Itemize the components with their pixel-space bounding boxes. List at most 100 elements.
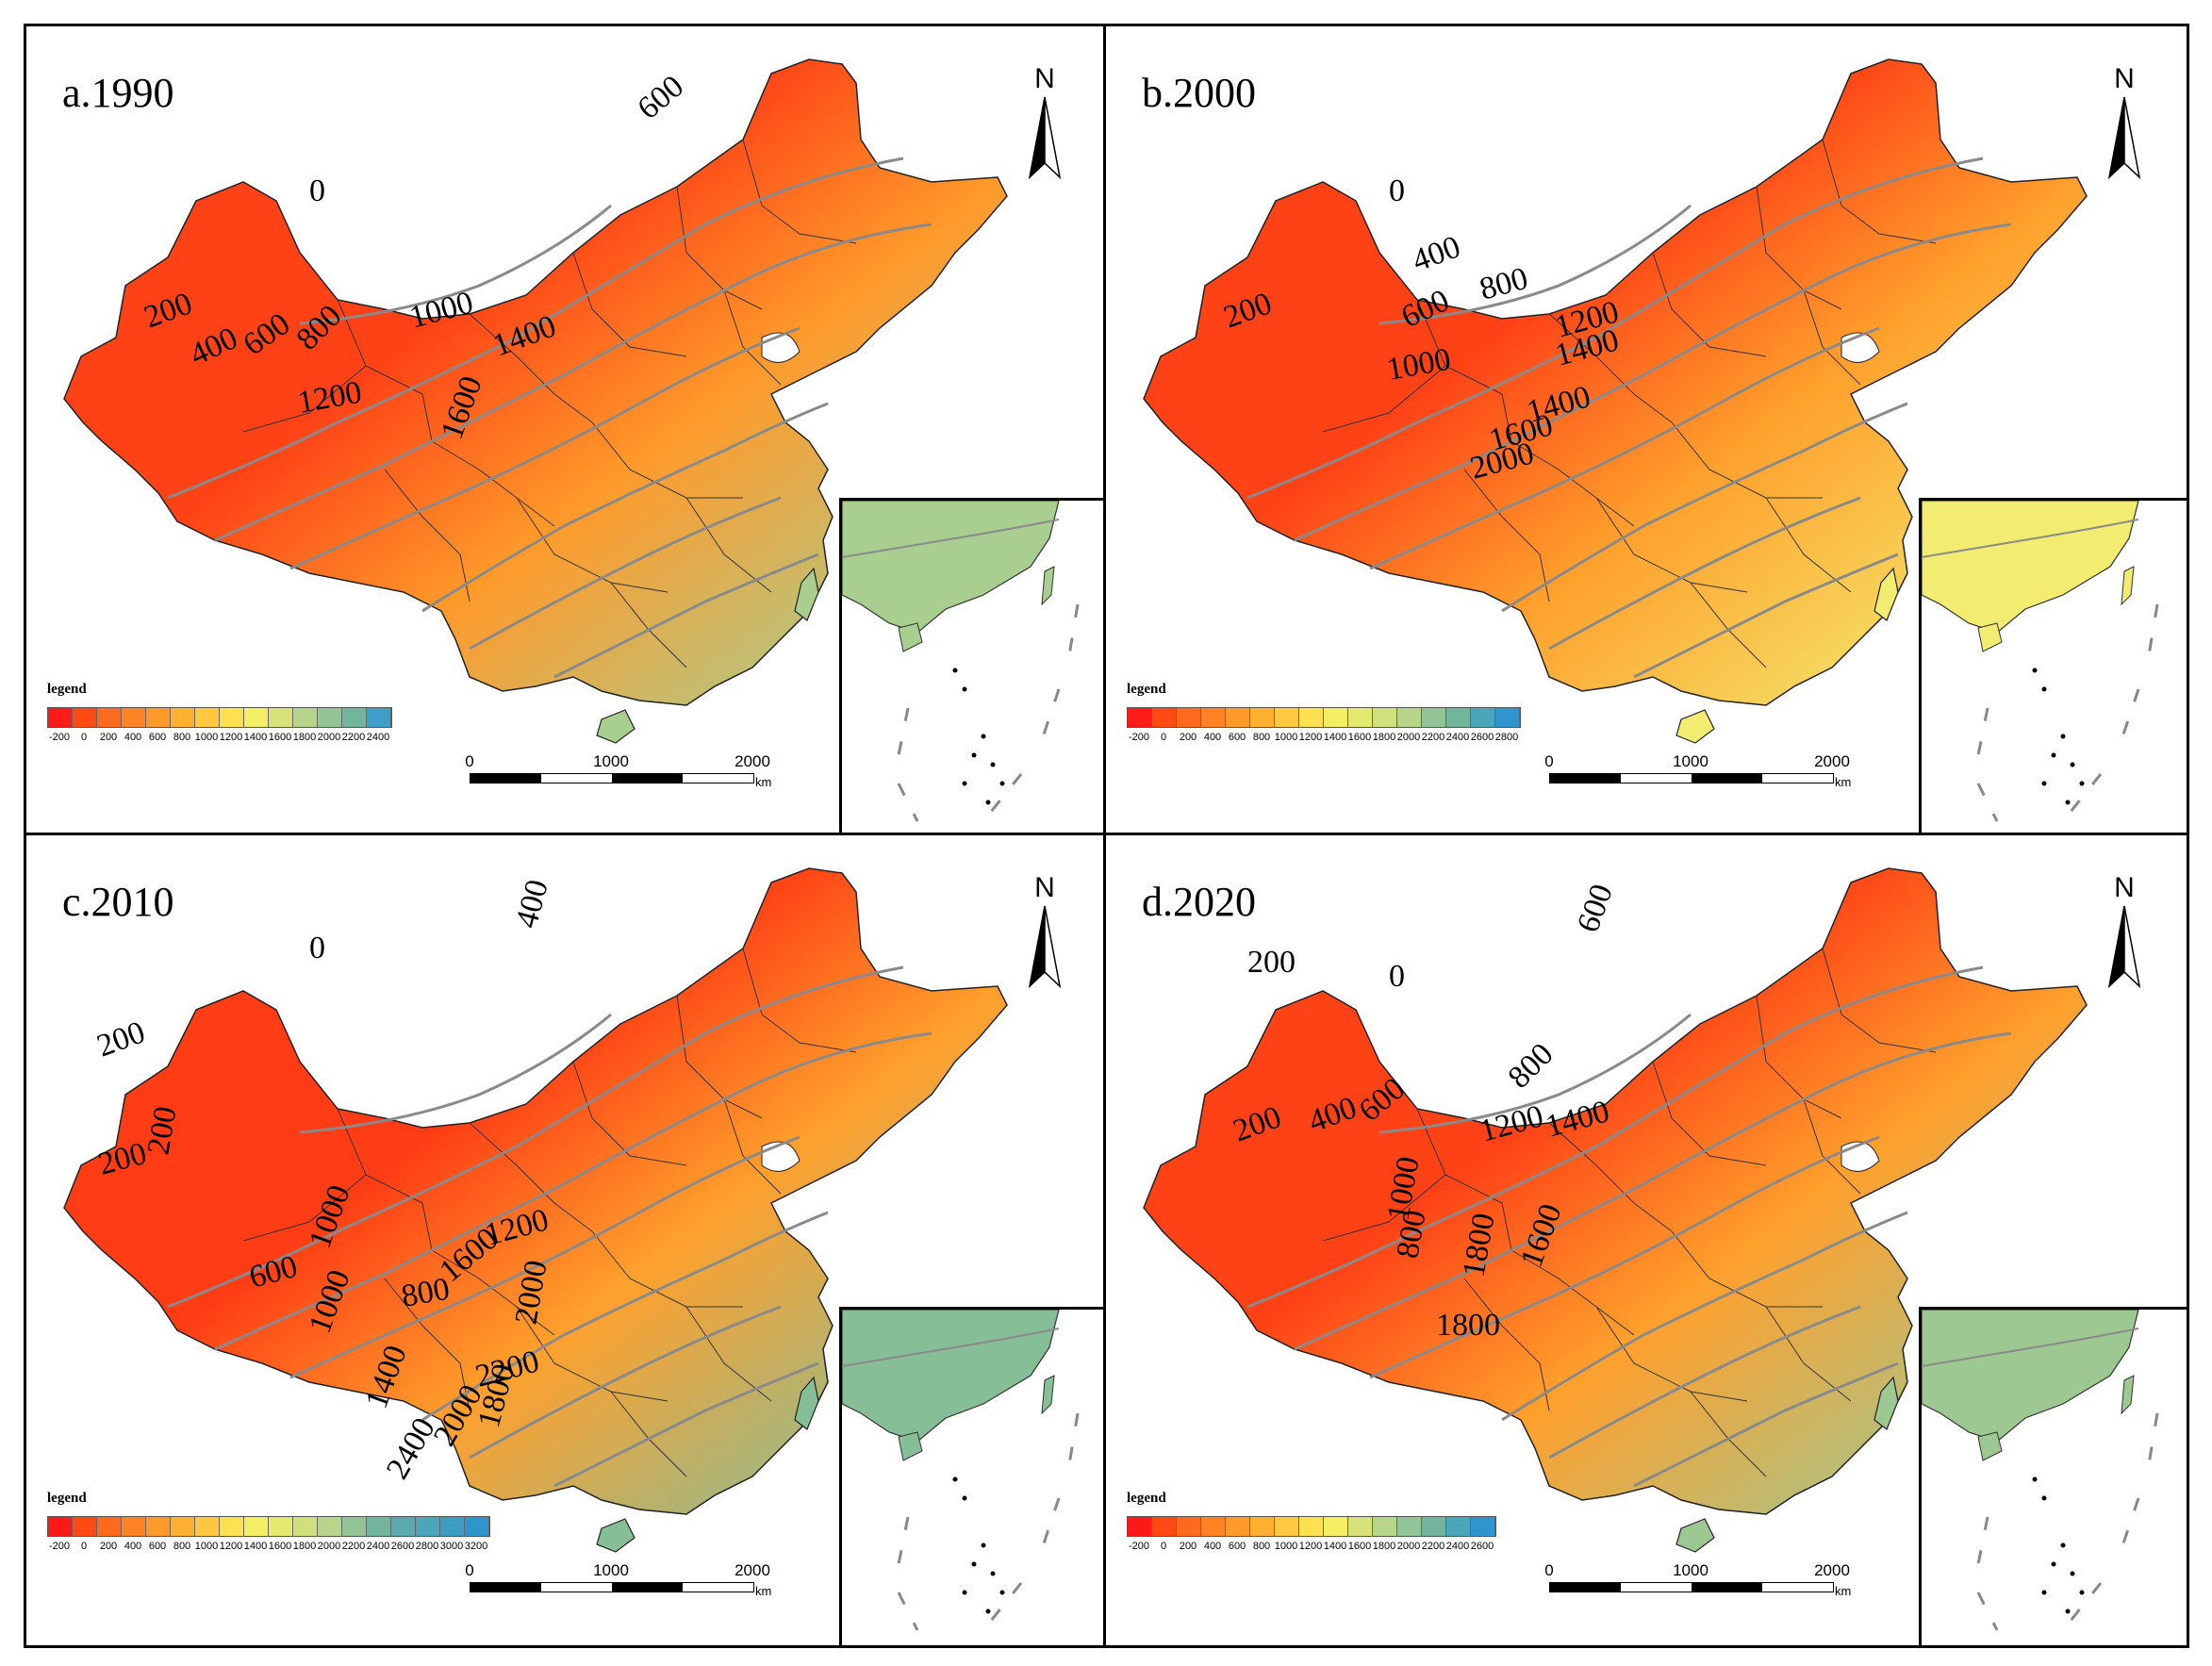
province-border — [723, 1098, 782, 1195]
south-china-sea-inset — [839, 498, 1107, 836]
scale-segment — [683, 1583, 753, 1592]
contour-line — [1378, 204, 1692, 325]
province-border — [1671, 421, 1823, 499]
legend-swatch — [1324, 1517, 1348, 1536]
legend-tick-label: 600 — [148, 1541, 167, 1552]
legend-swatch — [195, 708, 220, 727]
scale-segment — [683, 774, 753, 783]
legend-swatch — [1177, 1517, 1201, 1536]
contour-line — [1548, 1305, 1861, 1460]
contour-line — [289, 326, 801, 570]
contour-label: 200 — [140, 1104, 183, 1158]
contour-line — [1246, 965, 1984, 1309]
legend-swatch — [391, 1517, 416, 1536]
legend-tick-label: 1000 — [194, 732, 219, 743]
province-border — [1548, 313, 1673, 423]
scale-unit: km — [755, 775, 772, 789]
legend-tick-label: 200 — [1179, 1541, 1197, 1552]
scale-segment — [541, 1583, 612, 1592]
legend-tick-label: 800 — [1252, 1541, 1271, 1552]
legend-tick-label: 600 — [148, 732, 167, 743]
province-border — [1416, 299, 1512, 442]
contour-line — [469, 496, 782, 651]
legend-swatch — [1373, 708, 1397, 727]
legend-tick-label: 2800 — [415, 1541, 439, 1552]
legend-swatch — [1275, 708, 1299, 727]
province-border — [723, 289, 782, 386]
legend-tick-label: 200 — [99, 732, 118, 743]
legend-swatch — [440, 1517, 465, 1536]
province-border — [1756, 186, 1842, 310]
legend-title: legend — [47, 1491, 87, 1506]
hainan-island — [596, 709, 636, 744]
scale-label: 2000 — [735, 752, 770, 770]
legend-tick-label: 800 — [173, 732, 191, 743]
taiwan-island — [1874, 567, 1899, 621]
province-border — [469, 313, 593, 423]
country-fill — [63, 58, 1008, 706]
legend-tick-label: 400 — [1203, 732, 1222, 743]
contour-label: 600 — [1571, 880, 1620, 937]
legend-tick-label: 1600 — [1347, 1541, 1372, 1552]
legend-swatch — [1128, 1517, 1152, 1536]
legend-title: legend — [47, 682, 87, 697]
taiwan-island — [794, 1376, 819, 1430]
map-panel-4: d.2020 0 200 200 400 600 600 800 800 1000 1200 1400… — [1103, 833, 2189, 1648]
contour-label: 800 — [399, 1272, 453, 1314]
scale-unit: km — [1835, 775, 1852, 789]
legend-swatch — [146, 1517, 171, 1536]
contour-line — [1246, 157, 1984, 500]
legend-swatch — [342, 708, 367, 727]
legend-swatch — [318, 1517, 342, 1536]
legend-tick-label: 2800 — [1494, 732, 1519, 743]
province-border — [516, 1306, 669, 1402]
scale-label: 1000 — [593, 752, 629, 770]
north-label: N — [2114, 63, 2135, 94]
scale-segment — [612, 1583, 683, 1592]
legend-tick-label: 2200 — [341, 732, 366, 743]
scale-label: 2000 — [1814, 1561, 1850, 1579]
contour-line — [469, 1305, 782, 1460]
south-china-sea-inset — [1919, 498, 2187, 836]
legend-swatch — [318, 708, 342, 727]
legend-tick-label: 0 — [1160, 732, 1167, 743]
legend-swatch — [1495, 708, 1520, 727]
scale-label: 0 — [1544, 1561, 1554, 1579]
province-border — [516, 497, 669, 593]
scale-label: 0 — [1544, 752, 1554, 770]
province-border — [1652, 1061, 1767, 1166]
legend-swatch — [1250, 708, 1275, 727]
taiwan-island — [1874, 1376, 1899, 1430]
hainan-island — [1676, 1518, 1715, 1553]
legend-tick-label: 2400 — [1445, 732, 1470, 743]
scale-segment — [1762, 774, 1833, 783]
legend-tick-label: 1800 — [292, 1541, 317, 1552]
country-fill — [1143, 867, 2088, 1515]
scale-label: 1000 — [1673, 752, 1709, 770]
panel-title: d.2020 — [1142, 879, 1256, 925]
legend-tick-label: 200 — [1179, 732, 1197, 743]
scale-segment — [1621, 774, 1692, 783]
province-border — [1322, 1174, 1446, 1242]
legend-tick-label: 1400 — [1323, 732, 1347, 743]
legend-tick-label: 0 — [1160, 1541, 1167, 1552]
contour-label: 0 — [309, 931, 325, 965]
legend-tick-label: -200 — [1128, 732, 1150, 743]
province-border — [572, 252, 687, 357]
province-border — [431, 440, 555, 527]
contour-line — [299, 1013, 612, 1134]
legend-title: legend — [1127, 1491, 1166, 1506]
contour-line — [421, 1211, 829, 1422]
province-border — [1756, 995, 1842, 1119]
legend-tick-label: 1200 — [219, 1541, 243, 1552]
legend-swatch — [220, 1517, 244, 1536]
contour-label: 200 — [92, 1014, 150, 1064]
province-border — [1803, 1098, 1861, 1195]
legend-swatch — [1128, 708, 1152, 727]
contour-label: 800 — [1476, 261, 1531, 307]
legend-tick-label: 2000 — [317, 1541, 341, 1552]
legend-swatch — [1471, 708, 1495, 727]
legend-colorbar — [47, 1516, 490, 1537]
